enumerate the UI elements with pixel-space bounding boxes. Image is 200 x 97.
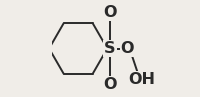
Text: O: O xyxy=(102,77,116,92)
Text: O: O xyxy=(120,41,133,56)
Text: OH: OH xyxy=(128,72,155,87)
Text: S: S xyxy=(103,41,115,56)
Text: O: O xyxy=(102,5,116,20)
